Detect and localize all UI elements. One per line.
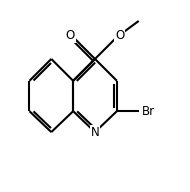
Text: O: O <box>115 29 124 42</box>
Text: O: O <box>66 29 75 42</box>
Text: Br: Br <box>142 105 155 118</box>
Text: N: N <box>91 126 99 139</box>
